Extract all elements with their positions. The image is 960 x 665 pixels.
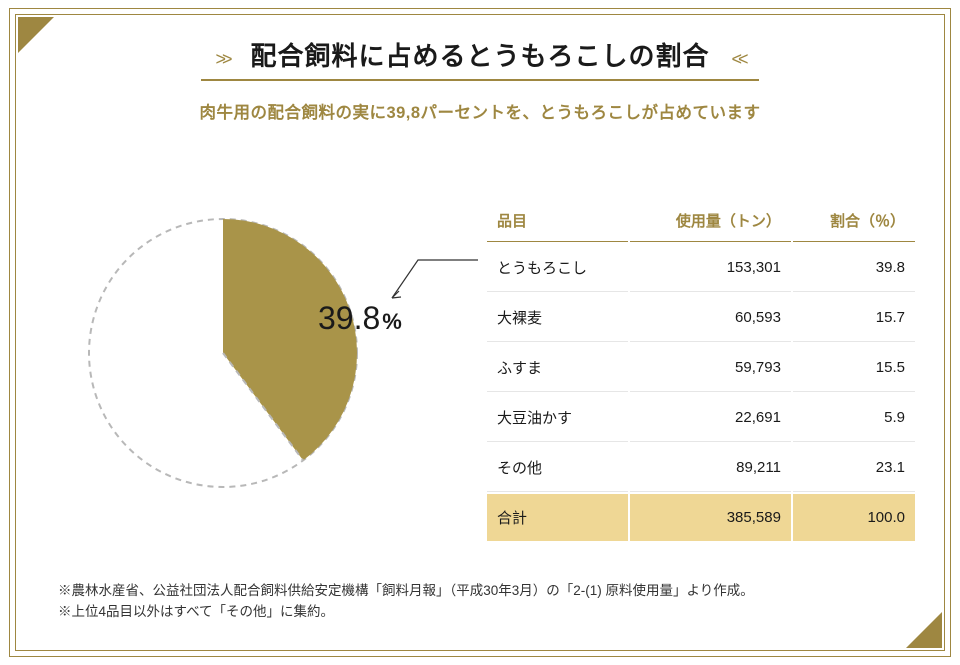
pie-value: 39.8 <box>318 300 380 336</box>
table-cell: 89,211 <box>630 444 791 492</box>
footnote-line: ※農林水産省、公益社団法人配合飼料供給安定機構「飼料月報」（平成30年3月）の「… <box>58 580 754 602</box>
table-row: ふすま59,79315.5 <box>487 344 915 392</box>
corner-ornament-br <box>906 612 942 648</box>
table-cell: 23.1 <box>793 444 915 492</box>
table-cell: 100.0 <box>793 494 915 541</box>
table-cell: 大豆油かす <box>487 394 628 442</box>
col-ratio: 割合（％） <box>793 202 915 242</box>
title-row: >> 配合飼料に占めるとうもろこしの割合 << <box>201 36 758 81</box>
header: >> 配合飼料に占めるとうもろこしの割合 << 肉牛用の配合飼料の実に39,8パ… <box>0 36 960 123</box>
chevron-left-icon: >> <box>215 49 228 70</box>
table-cell: 大裸麦 <box>487 294 628 342</box>
table-cell: ふすま <box>487 344 628 392</box>
table-row: とうもろこし153,30139.8 <box>487 244 915 292</box>
table-row: その他89,21123.1 <box>487 444 915 492</box>
ingredients-table: 品目 使用量（トン） 割合（％） とうもろこし153,30139.8大裸麦60,… <box>485 200 917 543</box>
table-cell: 39.8 <box>793 244 915 292</box>
table-cell: とうもろこし <box>487 244 628 292</box>
page-title: 配合飼料に占めるとうもろこしの割合 <box>250 36 709 73</box>
table-cell: 22,691 <box>630 394 791 442</box>
pie-unit: % <box>382 309 402 334</box>
table-cell: 60,593 <box>630 294 791 342</box>
table-header-row: 品目 使用量（トン） 割合（％） <box>487 202 915 242</box>
table-cell: 合計 <box>487 494 628 541</box>
table-cell: 59,793 <box>630 344 791 392</box>
pie-chart <box>78 208 368 498</box>
chevron-right-icon: << <box>732 49 745 70</box>
leader-line <box>390 258 480 308</box>
table-cell: 15.5 <box>793 344 915 392</box>
col-usage: 使用量（トン） <box>630 202 791 242</box>
table-cell: その他 <box>487 444 628 492</box>
footnote-line: ※上位4品目以外はすべて「その他」に集約。 <box>58 601 754 623</box>
table-row: 大豆油かす22,6915.9 <box>487 394 915 442</box>
footnotes: ※農林水産省、公益社団法人配合飼料供給安定機構「飼料月報」（平成30年3月）の「… <box>58 580 754 623</box>
table-cell: 5.9 <box>793 394 915 442</box>
table-total-row: 合計385,589100.0 <box>487 494 915 541</box>
table-cell: 153,301 <box>630 244 791 292</box>
table-cell: 385,589 <box>630 494 791 541</box>
subtitle: 肉牛用の配合飼料の実に39,8パーセントを、とうもろこしが占めています <box>0 99 960 123</box>
col-item: 品目 <box>487 202 628 242</box>
table-row: 大裸麦60,59315.7 <box>487 294 915 342</box>
table-cell: 15.7 <box>793 294 915 342</box>
